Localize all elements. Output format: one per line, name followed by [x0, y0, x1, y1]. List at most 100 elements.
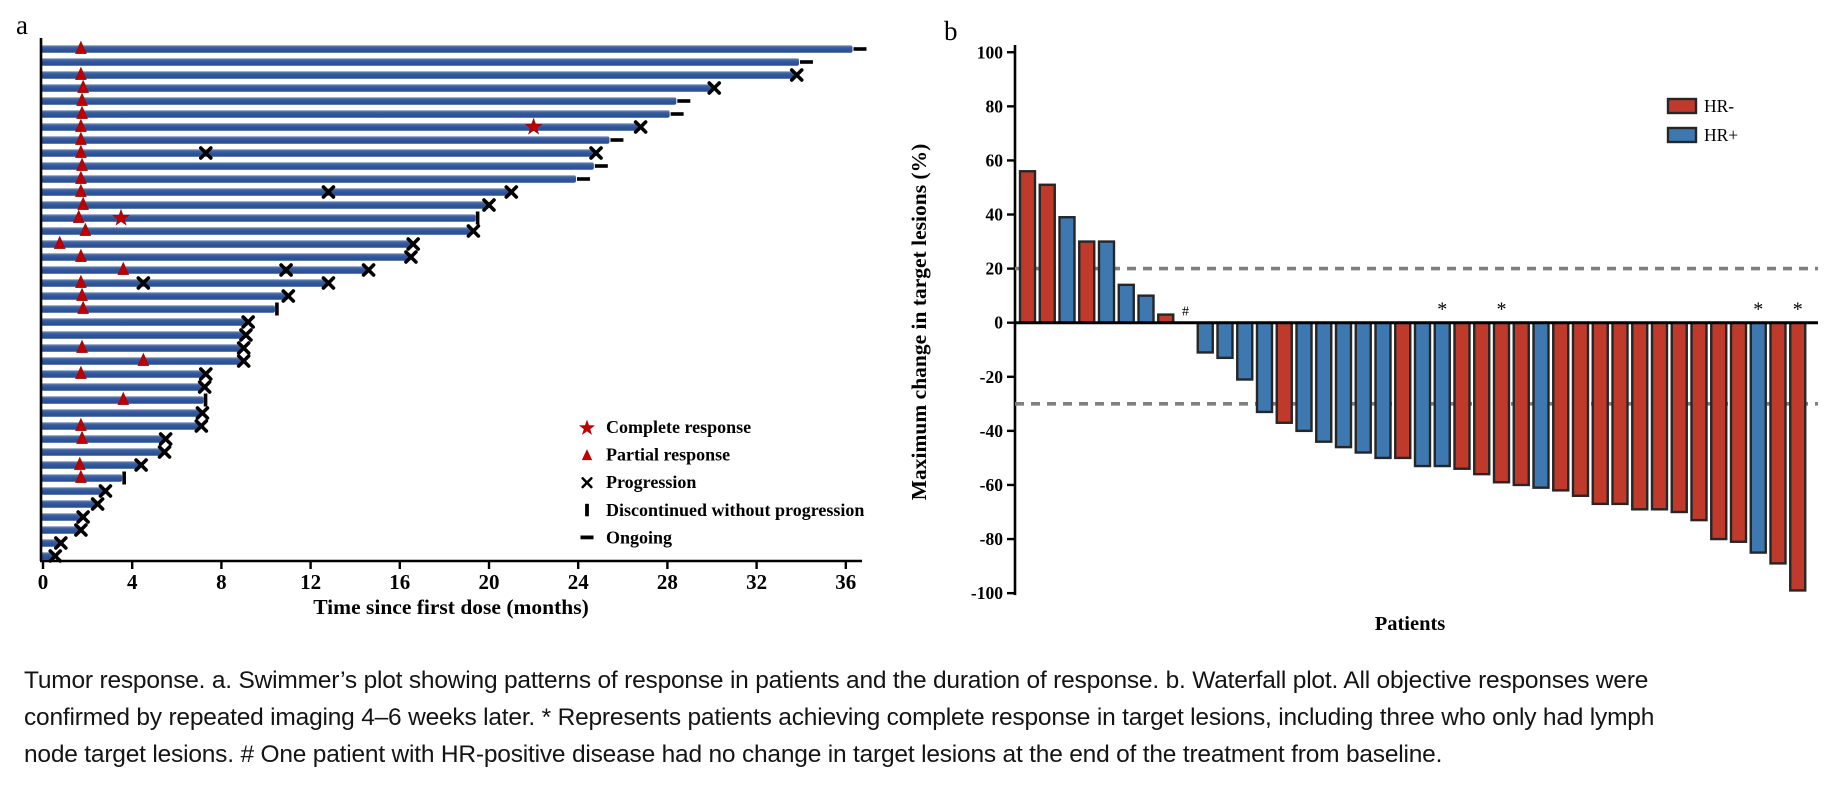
partial-response-icon — [581, 449, 593, 461]
swimmer-row — [41, 328, 253, 342]
partial-response-marker — [73, 456, 86, 470]
x-stroke — [134, 458, 148, 472]
swimmer-bar — [41, 370, 206, 378]
x-axis-tick-label: 4 — [127, 570, 138, 594]
swimmer-bar — [41, 227, 474, 235]
progression-marker — [90, 497, 105, 511]
no-change-hash: # — [1182, 305, 1189, 320]
waterfall-bar — [1137, 294, 1155, 324]
waterfall-bar — [1374, 321, 1392, 460]
progression-marker — [361, 263, 376, 277]
y-axis-tick-label: 80 — [986, 96, 1004, 116]
legend-item: Ongoing — [580, 527, 672, 547]
legend-label: Partial response — [606, 445, 730, 465]
progression-marker — [239, 328, 253, 342]
y-axis-tick-label: -20 — [980, 367, 1004, 387]
x-axis-tick-label: 0 — [38, 570, 49, 594]
swimmer-row — [41, 287, 296, 303]
x-stroke — [90, 497, 105, 511]
partial-response-marker — [117, 261, 130, 275]
legend-item: Partial response — [581, 445, 730, 465]
x-stroke — [158, 432, 173, 446]
x-stroke — [466, 224, 481, 238]
partial-response-marker — [77, 196, 90, 210]
progression-marker — [789, 68, 804, 82]
swimmer-bar — [41, 331, 246, 339]
waterfall-bar — [1354, 321, 1372, 454]
waterfall-bar — [1236, 321, 1254, 381]
x-stroke — [157, 445, 172, 459]
x-axis-title: Time since first dose (months) — [313, 595, 589, 619]
x-stroke — [581, 477, 593, 489]
swimmer-bar — [41, 318, 249, 326]
y-axis-tick-label: -60 — [980, 475, 1004, 495]
x-stroke — [406, 237, 420, 251]
swimmer-bar — [41, 422, 202, 430]
partial-response-marker — [75, 40, 87, 54]
partial-response-marker — [76, 287, 88, 301]
waterfall-bar — [1078, 240, 1096, 324]
swimmer-bar — [41, 500, 98, 508]
swimmer-bar — [41, 188, 512, 196]
swimmer-bar — [41, 279, 329, 287]
complete-response-asterisk: * — [1437, 299, 1447, 321]
partial-response-marker — [53, 235, 66, 249]
swimmer-bar — [41, 136, 610, 144]
swimmer-row — [41, 170, 590, 184]
progression-marker — [236, 341, 251, 355]
waterfall-bar — [1690, 321, 1708, 522]
x-stroke — [195, 406, 210, 420]
complete-response-icon — [578, 419, 596, 435]
swimmer-row — [41, 445, 172, 459]
swimmer-bar — [41, 84, 715, 92]
progression-marker — [98, 484, 113, 498]
progression-marker — [482, 198, 496, 212]
x-axis-tick-label: 28 — [657, 570, 678, 594]
waterfall-bar — [1275, 321, 1293, 424]
x-stroke — [707, 81, 722, 95]
swimmer-bar — [41, 344, 244, 352]
partial-response-marker — [75, 469, 87, 483]
waterfall-bar — [1611, 321, 1629, 506]
waterfall-bar — [1591, 321, 1609, 506]
waterfall-bar — [1018, 170, 1037, 324]
partial-response-marker — [75, 118, 87, 132]
swimmer-row — [41, 183, 519, 199]
waterfall-bar — [1058, 216, 1076, 324]
swimmer-row — [41, 117, 648, 135]
swimmer-bar — [41, 513, 84, 521]
y-axis-tick-label: 100 — [977, 42, 1004, 62]
swimmer-plot: a 0 4 8 12 16 20 24 28 32 36 Time since first dose … — [16, 10, 867, 619]
progression-marker — [74, 523, 88, 537]
swimmer-row — [41, 222, 481, 238]
partial-response-marker — [77, 300, 90, 314]
swimmer-row — [41, 196, 496, 212]
complete-response-marker — [112, 208, 130, 226]
progression-marker — [589, 146, 603, 160]
progression-marker — [194, 419, 209, 433]
progression-marker — [136, 276, 151, 290]
swimmer-row — [41, 430, 173, 446]
waterfall-bar — [1631, 321, 1649, 511]
progression-marker — [198, 367, 213, 381]
legend-swatch — [1666, 97, 1698, 115]
x-axis-tick-label: 20 — [479, 570, 500, 594]
x-stroke — [789, 68, 804, 82]
waterfall-bar — [1650, 321, 1669, 511]
x-stroke — [197, 380, 212, 394]
x-stroke — [321, 276, 336, 290]
waterfall-bar — [1097, 240, 1116, 324]
partial-response-marker — [76, 105, 88, 119]
legend-swatch — [1666, 126, 1698, 144]
x-stroke — [54, 536, 68, 550]
y-axis-tick-label: -100 — [971, 583, 1003, 603]
progression-marker — [197, 380, 212, 394]
x-axis-tick-label: 36 — [835, 570, 856, 594]
waterfall-bar — [1729, 321, 1748, 543]
swimmer-bar — [41, 240, 414, 248]
swimmer-bar — [41, 266, 369, 274]
swimmer-row — [41, 131, 624, 145]
partial-response-marker — [75, 248, 87, 262]
swimmer-row — [41, 365, 213, 381]
